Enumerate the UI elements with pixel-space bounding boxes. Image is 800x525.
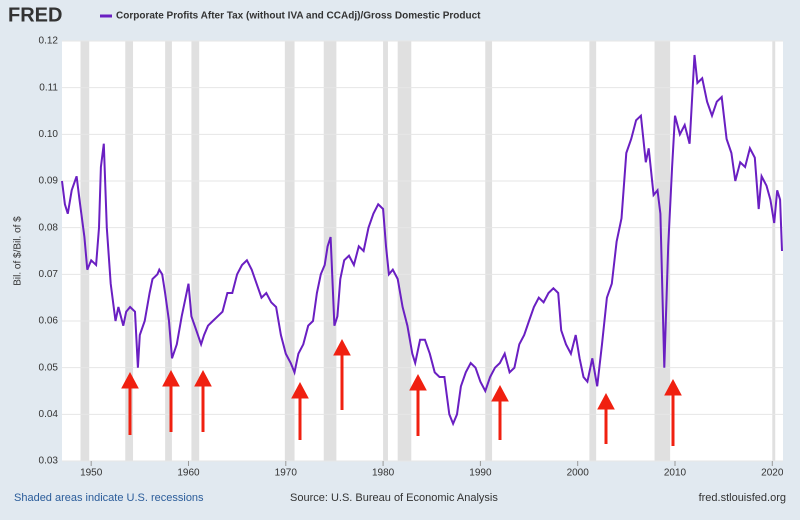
arrow bbox=[121, 371, 139, 435]
recession-band bbox=[485, 41, 493, 461]
line bbox=[61, 54, 783, 427]
y-tick-label: 0.05 bbox=[39, 362, 59, 373]
recession-note: Shaded areas indicate U.S. recessions bbox=[14, 492, 204, 504]
arrow bbox=[409, 373, 427, 436]
arrow bbox=[597, 392, 615, 444]
recession-band bbox=[654, 41, 671, 461]
legend-label: Corporate Profits After Tax (without IVA… bbox=[116, 11, 481, 22]
recession-band bbox=[191, 41, 200, 461]
x-tick-label: 1990 bbox=[469, 468, 492, 479]
x-tick-label: 2000 bbox=[567, 468, 590, 479]
x-tick-label: 1960 bbox=[177, 468, 200, 479]
recession-band bbox=[589, 41, 597, 461]
arrow bbox=[333, 338, 351, 410]
y-tick-label: 0.08 bbox=[39, 222, 59, 233]
x-tick-label: 2010 bbox=[664, 468, 687, 479]
recession-band bbox=[772, 41, 776, 461]
source: Source: U.S. Bureau of Economic Analysis bbox=[290, 492, 498, 504]
x-tick-label: 1980 bbox=[372, 468, 395, 479]
arrow bbox=[664, 378, 682, 446]
logo: FRED bbox=[8, 4, 62, 26]
y-tick-label: 0.06 bbox=[39, 316, 59, 327]
site: fred.stlouisfed.org bbox=[699, 492, 786, 504]
y-tick-label: 0.10 bbox=[39, 129, 59, 140]
marks bbox=[61, 40, 783, 462]
y-tick-label: 0.11 bbox=[39, 82, 58, 93]
y-tick-label: 0.07 bbox=[39, 269, 59, 280]
x-tick-label: 2020 bbox=[761, 468, 784, 479]
y-axis-label: Bil. of $/Bil. of $ bbox=[13, 216, 24, 286]
y-tick-label: 0.03 bbox=[39, 456, 59, 467]
recession-band bbox=[397, 41, 412, 461]
y-tick-label: 0.04 bbox=[39, 409, 59, 420]
arrow bbox=[291, 381, 309, 440]
recession-band bbox=[323, 41, 337, 461]
y-tick-label: 0.09 bbox=[39, 176, 59, 187]
arrow bbox=[491, 384, 509, 440]
arrows bbox=[121, 338, 682, 446]
recession-band bbox=[165, 41, 172, 461]
arrow bbox=[194, 369, 212, 432]
recession-band bbox=[125, 41, 134, 461]
y-tick-label: 0.12 bbox=[39, 36, 59, 47]
arrow bbox=[162, 369, 180, 432]
recession-band bbox=[284, 41, 295, 461]
x-tick-label: 1970 bbox=[275, 468, 298, 479]
x-tick-label: 1950 bbox=[80, 468, 103, 479]
